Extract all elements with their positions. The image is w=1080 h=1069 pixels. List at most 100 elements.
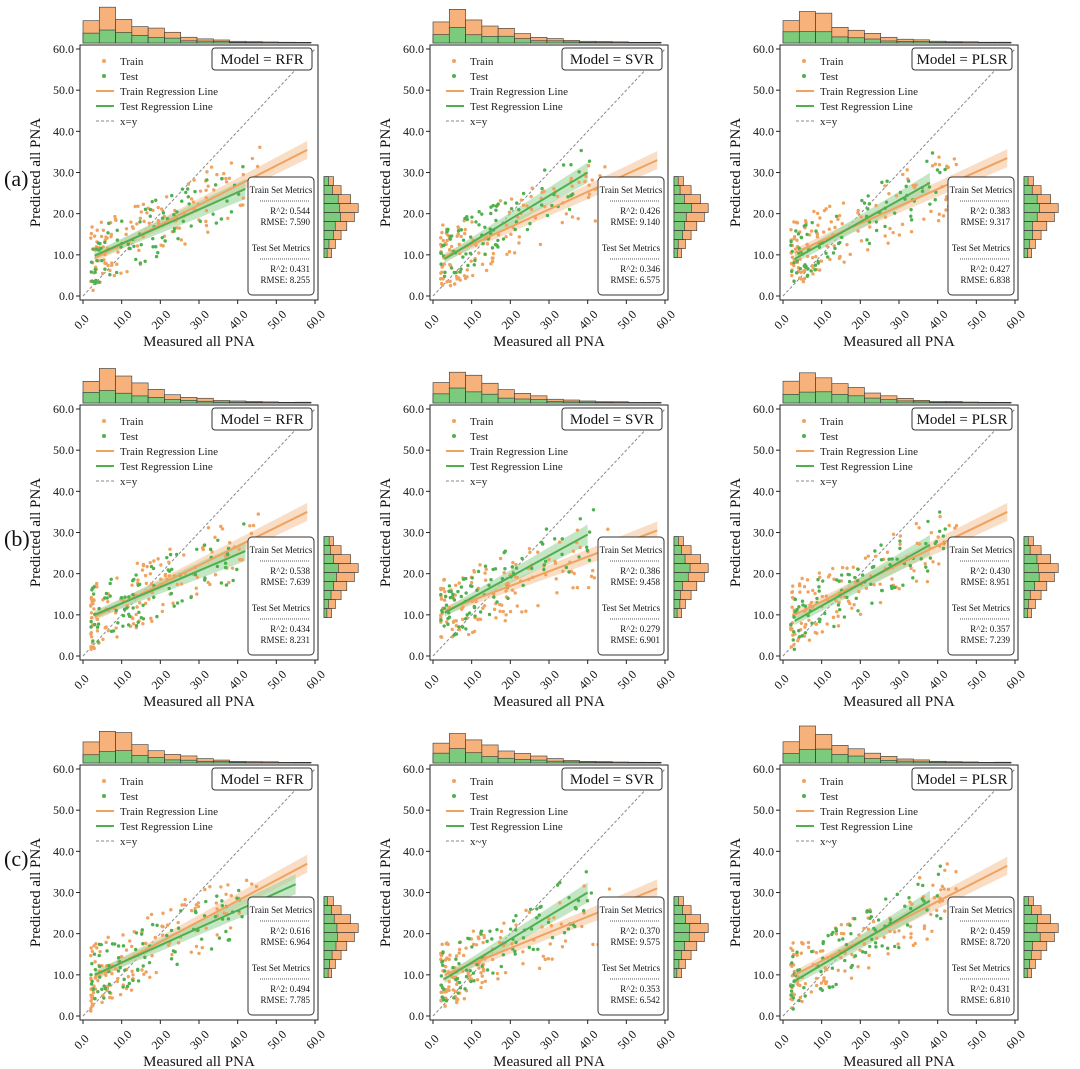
train-point	[100, 1000, 104, 1005]
train-point	[189, 197, 194, 201]
test-point	[96, 622, 101, 626]
train-point	[856, 211, 860, 215]
legend-label: Test Regression Line	[120, 461, 213, 473]
test-point	[870, 601, 874, 605]
test-point	[151, 236, 155, 241]
y-axis-label: Predicted all PNA	[728, 838, 744, 947]
train-point	[575, 528, 580, 532]
side-hist-test-bar	[673, 599, 681, 609]
test-point	[916, 882, 920, 887]
train-point	[215, 933, 219, 937]
test-point	[810, 949, 814, 954]
top-hist-test-bar	[595, 762, 613, 764]
train-point	[135, 561, 140, 566]
train-point	[856, 229, 860, 233]
x-tick-label: 50.0	[265, 307, 290, 332]
train-point	[886, 241, 890, 245]
train-r2: R^2: 0.426	[620, 206, 660, 216]
side-hist-test-bar	[673, 905, 684, 915]
top-hist-test-bar	[815, 391, 833, 404]
train-point	[504, 613, 508, 617]
top-hist-test-bar	[530, 399, 548, 404]
train-point	[480, 980, 484, 985]
train-point	[183, 903, 187, 907]
train-point	[244, 878, 249, 883]
x-tick-label: 0.0	[421, 1032, 442, 1053]
train-point	[898, 542, 902, 546]
test-point	[458, 270, 462, 274]
top-hist-test-bar	[115, 750, 133, 764]
train-point	[441, 238, 445, 243]
train-point	[462, 997, 467, 1001]
test-point	[89, 982, 94, 986]
train-point	[552, 187, 556, 191]
test-point	[925, 908, 929, 912]
train-point	[866, 248, 870, 252]
test-point	[439, 974, 444, 978]
top-hist-test-bar	[847, 755, 865, 764]
side-hist-test-bar	[323, 185, 333, 195]
y-tick-label: 60.0	[753, 42, 774, 56]
model-title: Model = SVR	[570, 52, 654, 68]
train-point	[156, 205, 160, 210]
test-point	[148, 214, 152, 218]
x-tick-label: 0.0	[771, 312, 792, 333]
test-point	[229, 210, 234, 214]
train-point	[817, 268, 822, 272]
train-point	[194, 944, 199, 949]
top-hist-test-bar	[164, 759, 182, 764]
side-hist-test-bar	[1023, 896, 1029, 906]
train-point	[866, 554, 871, 558]
top-hist-test-bar	[229, 42, 247, 44]
top-hist-test-bar	[180, 759, 198, 764]
train-point	[131, 973, 135, 977]
test-point	[119, 596, 124, 600]
y-tick-label: 10.0	[53, 248, 74, 262]
train-point	[168, 547, 172, 551]
train-point	[803, 625, 807, 629]
x-tick-label: 10.0	[460, 667, 485, 692]
test-point	[544, 527, 549, 531]
train-point	[203, 887, 207, 892]
train-point	[224, 176, 228, 181]
train-point	[447, 979, 451, 984]
train-point	[848, 252, 852, 257]
train-point	[577, 180, 581, 185]
test-regression-line	[444, 891, 589, 980]
train-point	[109, 232, 114, 237]
train-point	[241, 203, 245, 207]
legend-marker-train	[102, 59, 106, 63]
test-point	[494, 208, 498, 212]
top-hist-test-bar	[579, 41, 597, 44]
x-tick-label: 0.0	[771, 1032, 792, 1053]
train-point	[878, 582, 882, 586]
test-point	[102, 984, 106, 988]
side-hist-test-bar	[323, 590, 332, 600]
train-point	[106, 628, 111, 633]
top-hist-test-bar	[432, 34, 450, 44]
train-point	[458, 278, 462, 282]
train-point	[943, 868, 947, 873]
side-hist-test-bar	[1023, 248, 1029, 258]
test-point	[879, 588, 884, 593]
train-point	[607, 887, 612, 891]
test-point	[452, 996, 456, 1000]
train-point	[118, 992, 123, 997]
train-point	[113, 217, 118, 221]
train-point	[445, 238, 449, 243]
test-point	[179, 909, 183, 913]
x-axis-label: Measured all PNA	[843, 334, 955, 350]
train-point	[937, 212, 941, 216]
model-title: Model = RFR	[220, 412, 303, 428]
train-point	[805, 578, 810, 582]
y-axis-label: Predicted all PNA	[378, 478, 394, 587]
train-point	[144, 970, 148, 974]
test-point	[134, 931, 139, 935]
test-r2: R^2: 0.494	[270, 984, 310, 994]
test-point	[440, 959, 445, 963]
identity-line	[432, 48, 666, 297]
side-hist-test-bar	[1023, 203, 1040, 213]
test-point	[121, 614, 126, 618]
test-point	[126, 242, 130, 246]
